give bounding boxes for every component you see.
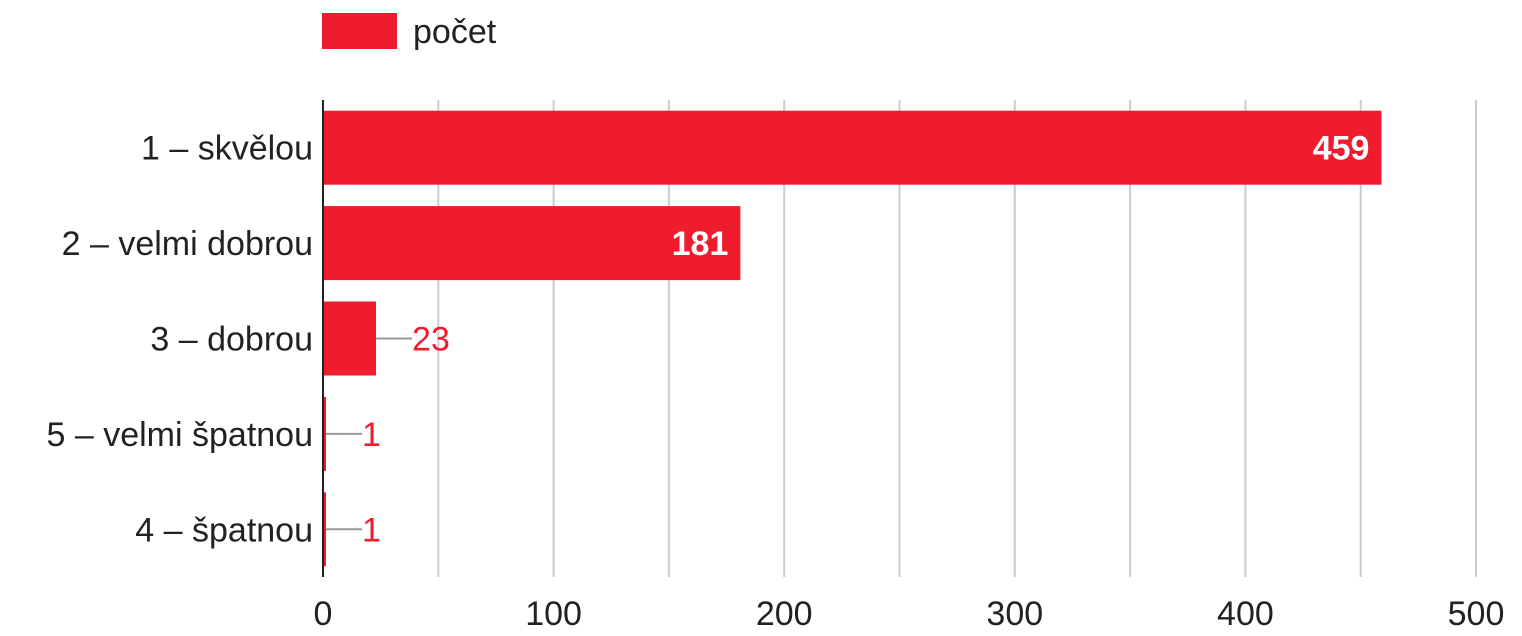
bar <box>323 301 377 376</box>
data-labels: 459 181 23 1 1 <box>326 130 1370 549</box>
category-label: 2 – velmi dobrou <box>62 225 313 263</box>
x-tick-label: 500 <box>1448 595 1505 633</box>
category-label: 1 – skvělou <box>141 130 313 168</box>
x-tick-label: 100 <box>525 595 582 633</box>
bar <box>323 206 741 281</box>
category-labels: 1 – skvělou 2 – velmi dobrou 3 – dobrou 5 –… <box>47 130 314 550</box>
data-label: 23 <box>412 321 450 359</box>
category-label: 4 – špatnou <box>135 511 313 549</box>
bar <box>323 492 326 567</box>
data-label: 1 <box>362 416 381 454</box>
data-label: 459 <box>1313 130 1370 168</box>
bar <box>323 110 1382 185</box>
category-label: 5 – velmi špatnou <box>47 416 314 454</box>
data-label: 181 <box>672 225 729 263</box>
x-tick-label: 200 <box>756 595 813 633</box>
legend-label: počet <box>413 13 497 51</box>
x-tick-label: 0 <box>314 595 333 633</box>
bars <box>323 110 1382 567</box>
x-tick-labels: 0 100 200 300 400 500 <box>314 595 1505 633</box>
data-label: 1 <box>362 511 381 549</box>
category-label: 3 – dobrou <box>150 321 313 359</box>
x-tick-label: 300 <box>986 595 1043 633</box>
x-tick-label: 400 <box>1217 595 1274 633</box>
legend-swatch <box>322 13 397 49</box>
legend: počet <box>322 13 497 51</box>
bar <box>323 396 326 471</box>
